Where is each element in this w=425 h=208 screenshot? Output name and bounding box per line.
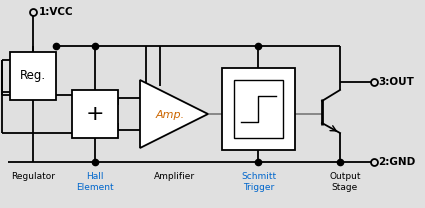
Text: 2:GND: 2:GND	[378, 157, 415, 167]
Polygon shape	[140, 80, 208, 148]
Bar	[10, 52, 56, 100]
Bar	[234, 80, 283, 138]
Text: 1:VCC: 1:VCC	[39, 7, 74, 17]
Bar	[72, 90, 118, 138]
Bar	[222, 68, 295, 150]
Text: Amplifier: Amplifier	[153, 172, 195, 181]
Text: Schmitt
Trigger: Schmitt Trigger	[241, 172, 276, 192]
Text: 3:OUT: 3:OUT	[378, 77, 414, 87]
Text: Amp.: Amp.	[156, 110, 184, 120]
Text: Hall
Element: Hall Element	[76, 172, 114, 192]
Text: Output
Stage: Output Stage	[329, 172, 361, 192]
Text: +: +	[86, 104, 104, 124]
Text: Regulator: Regulator	[11, 172, 55, 181]
Text: Reg.: Reg.	[20, 69, 46, 83]
